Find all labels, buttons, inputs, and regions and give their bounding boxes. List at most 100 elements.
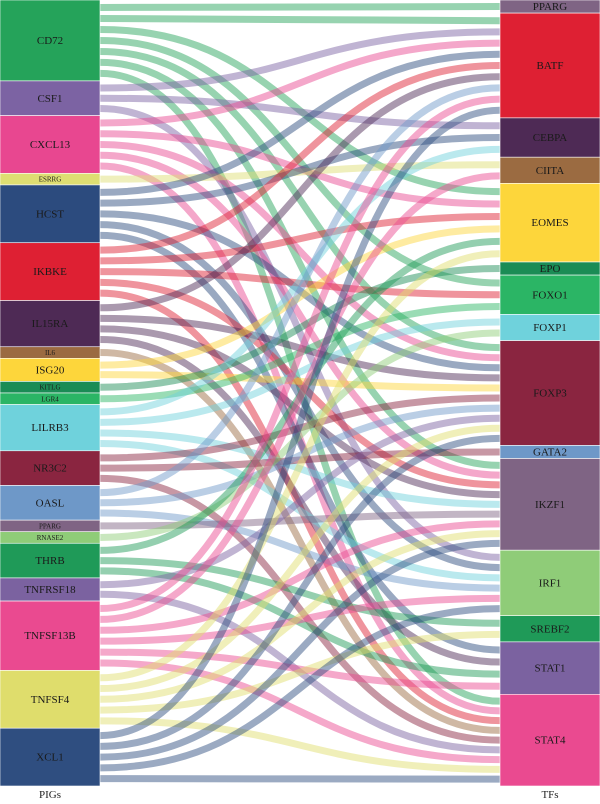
- right-node-bar: [499, 549, 600, 617]
- right-node-bar: [499, 117, 600, 158]
- flow-tnfsf13b-to-ciita: [99, 172, 501, 623]
- right-node-bar: [499, 183, 600, 263]
- left-node-isg20: ISG20: [0, 358, 101, 382]
- flow-rnase2-to-foxp1: [99, 329, 501, 541]
- flow-hcst-to-irf1: [99, 221, 501, 572]
- flow-il6-to-stat4: [99, 349, 501, 734]
- flow-tnfsf13b-to-ikzf1: [99, 520, 501, 634]
- flow-oasl-to-irf1: [99, 509, 501, 592]
- right-node-pparg: PPARG: [499, 0, 600, 14]
- left-node-bar: [0, 242, 101, 301]
- flow-ikbke-to-eomes: [99, 212, 501, 265]
- left-node-bar: [0, 542, 101, 579]
- right-node-bar: [499, 458, 600, 551]
- left-node-label: THRB: [35, 555, 64, 567]
- flow-xcl1-to-ikzf1: [99, 539, 501, 761]
- flow-pparg-to-ikzf1: [99, 510, 501, 530]
- flow-layer: [99, 3, 501, 783]
- flow-isg20-to-eomes: [99, 225, 501, 369]
- left-node-bar: [0, 0, 101, 82]
- left-node-label: IL6: [45, 349, 56, 357]
- right-node-label: BATF: [537, 60, 564, 72]
- left-node-bar: [0, 404, 101, 452]
- right-node-ciita: CIITA: [499, 156, 600, 184]
- left-node-cxcl13: CXCL13: [0, 115, 101, 174]
- flow-esrrg-to-ciita: [99, 161, 501, 183]
- right-node-label: FOXP1: [533, 322, 567, 334]
- left-node-tnfsf13b: TNFSF13B: [0, 600, 101, 671]
- left-node-label: IKBKE: [33, 266, 67, 278]
- left-node-tnfrsf18: TNFRSF18: [0, 577, 101, 602]
- right-node-label: CEBPA: [533, 132, 568, 144]
- left-node-nr3c2: NR3C2: [0, 450, 101, 486]
- right-node-label: EPO: [540, 263, 561, 275]
- flow-tnfrsf18-to-stat4: [99, 590, 501, 754]
- left-node-label: CXCL13: [30, 139, 71, 151]
- left-node-label: ISG20: [36, 364, 65, 376]
- flow-hcst-to-batf: [99, 50, 501, 196]
- left-node-label: HCST: [36, 208, 64, 220]
- left-node-tnfsf4: TNFSF4: [0, 670, 101, 729]
- flow-hcst-to-cebpa: [99, 134, 501, 207]
- left-node-xcl1: XCL1: [0, 727, 101, 787]
- flow-nr3c2-to-foxp3: [99, 394, 501, 462]
- flow-hcst-to-foxp3: [99, 210, 501, 372]
- left-node-cd72: CD72: [0, 0, 101, 82]
- right-node-bar: [499, 314, 600, 341]
- flow-lilrb3-to-cebpa: [99, 145, 501, 416]
- left-node-label: CSF1: [37, 93, 62, 105]
- left-node-label: TNFRSF18: [24, 584, 76, 596]
- left-node-column: CD72 CSF1 CXCL13 ESRRG HCST IKBKE IL15RA IL6 ISG…: [0, 0, 101, 787]
- left-node-label: TNFSF13B: [24, 630, 75, 642]
- right-node-label: STAT1: [535, 663, 566, 675]
- right-node-foxo1: FOXO1: [499, 274, 600, 315]
- left-node-bar: [0, 600, 101, 671]
- flow-oasl-to-foxp3: [99, 404, 501, 507]
- flow-cd72-to-foxp3: [99, 47, 501, 352]
- flow-ikbke-to-foxo1: [99, 268, 501, 299]
- right-node-bar: [499, 340, 600, 446]
- right-node-column: PPARG BATF CEBPA CIITA EOMES EPO FOXO1 FOXP1 FOX…: [499, 0, 600, 787]
- right-node-bar: [499, 641, 600, 695]
- flow-cd72-to-pparg: [99, 3, 501, 11]
- flow-hcst-to-stat1: [99, 231, 501, 654]
- flow-ikbke-to-stat4: [99, 289, 501, 725]
- flow-thrb-to-eomes: [99, 237, 501, 554]
- right-node-label: GATA2: [533, 446, 567, 458]
- left-node-label: LGR4: [41, 395, 59, 403]
- flow-cd72-to-stat4: [99, 69, 501, 705]
- flow-kitlg-to-epo: [99, 265, 501, 391]
- right-node-gata2: GATA2: [499, 445, 600, 459]
- left-node-csf1: CSF1: [0, 80, 101, 116]
- left-node-il15ra: IL15RA: [0, 300, 101, 348]
- flow-isg20-to-foxp3: [99, 371, 501, 392]
- right-node-bar: [499, 693, 600, 787]
- left-node-pparg: PPARG: [0, 519, 101, 533]
- left-node-label: RNASE2: [37, 534, 64, 542]
- flow-cd72-to-batf: [99, 14, 501, 25]
- flow-cd72-to-ikzf1: [99, 58, 501, 469]
- right-node-stat4: STAT4: [499, 693, 600, 787]
- flow-cxcl13-to-batf: [99, 39, 501, 127]
- flow-oasl-to-batf: [99, 84, 501, 497]
- right-node-label: EOMES: [531, 217, 568, 229]
- right-axis-label: TFs: [541, 789, 558, 801]
- right-node-srebf2: SREBF2: [499, 615, 600, 643]
- flow-xcl1-to-irf1: [99, 605, 501, 772]
- flow-csf1-to-cebpa: [99, 94, 501, 130]
- right-node-stat1: STAT1: [499, 641, 600, 695]
- left-node-label: NR3C2: [33, 463, 67, 475]
- left-node-il6: IL6: [0, 346, 101, 359]
- flow-tnfsf13b-to-stat1: [99, 648, 501, 690]
- right-node-foxp1: FOXP1: [499, 314, 600, 341]
- left-node-lgr4: LGR4: [0, 392, 101, 405]
- flow-ikbke-to-batf: [99, 62, 501, 254]
- left-node-label: XCL1: [36, 752, 64, 764]
- right-node-batf: BATF: [499, 12, 600, 119]
- right-node-label: IRF1: [539, 577, 562, 589]
- flow-tnfsf4-to-srebf2: [99, 630, 501, 714]
- left-node-bar: [0, 300, 101, 348]
- left-axis-label: PIGs: [39, 789, 61, 801]
- right-node-cebpa: CEBPA: [499, 117, 600, 158]
